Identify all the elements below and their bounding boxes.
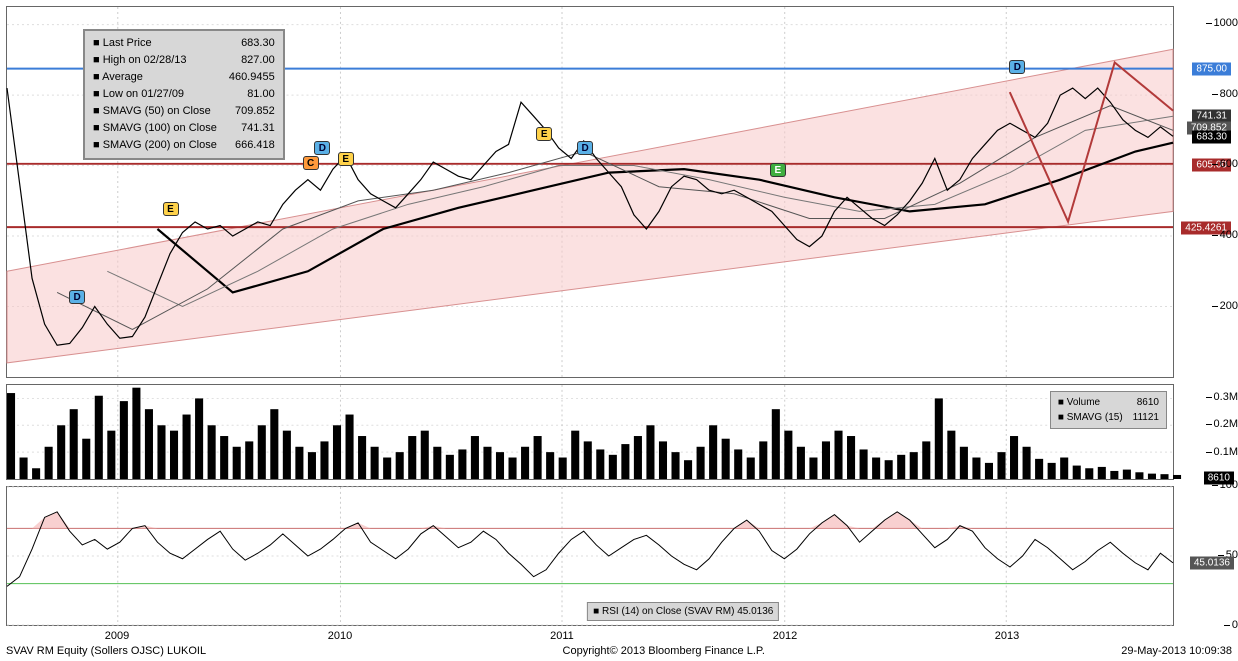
ticker-label: SVAV RM Equity (Sollers OJSC) LUKOIL: [6, 645, 206, 657]
legend-label: SMAVG (15): [1067, 412, 1123, 423]
legend-value: 683.30: [229, 36, 275, 51]
legend-value: 8610: [1125, 396, 1159, 409]
event-marker-D[interactable]: D: [1009, 60, 1025, 74]
legend-value: 741.31: [229, 121, 275, 136]
rsi-overbought-fill: [7, 512, 1173, 529]
price-legend[interactable]: ■ Last Price683.30■ High on 02/28/13827.…: [83, 29, 285, 160]
year-label: 2013: [995, 630, 1019, 642]
rsi-legend[interactable]: ■ RSI (14) on Close (SVAV RM) 45.0136: [587, 602, 779, 621]
rsi-legend-text: RSI (14) on Close (SVAV RM) 45.0136: [602, 606, 773, 617]
event-marker-E[interactable]: E: [536, 127, 552, 141]
rsi-line: [7, 512, 1173, 587]
rsi-y-axis: 05010045.0136: [1176, 486, 1238, 626]
event-marker-E[interactable]: E: [338, 152, 354, 166]
rsi-current-tag: 45.0136: [1190, 556, 1234, 569]
copyright-label: Copyright© 2013 Bloomberg Finance L.P.: [563, 645, 765, 657]
legend-label: Last Price: [103, 37, 152, 49]
footer: SVAV RM Equity (Sollers OJSC) LUKOIL Cop…: [6, 645, 1232, 657]
volume-chart-panel[interactable]: ■ Volume8610■ SMAVG (15)11121: [6, 384, 1174, 480]
event-marker-E[interactable]: E: [163, 202, 179, 216]
event-marker-D[interactable]: D: [577, 141, 593, 155]
legend-value: 81.00: [229, 87, 275, 102]
timestamp-label: 29-May-2013 10:09:38: [1121, 645, 1232, 657]
legend-value: 460.9455: [229, 70, 275, 85]
event-marker-D[interactable]: D: [69, 290, 85, 304]
event-marker-C[interactable]: C: [303, 156, 319, 170]
legend-label: Low on 01/27/09: [103, 88, 184, 100]
price-chart-panel[interactable]: DECDEEDED 875.00605.00425.4261741.31709.…: [6, 6, 1174, 378]
legend-label: Volume: [1067, 397, 1100, 408]
rsi-chart-panel[interactable]: ■ RSI (14) on Close (SVAV RM) 45.0136: [6, 486, 1174, 626]
event-marker-E[interactable]: E: [770, 163, 786, 177]
year-label: 2011: [550, 630, 574, 642]
legend-label: SMAVG (100) on Close: [103, 122, 217, 134]
legend-value: 709.852: [229, 104, 275, 119]
legend-label: High on 02/28/13: [103, 54, 187, 66]
year-label: 2009: [105, 630, 129, 642]
legend-label: SMAVG (50) on Close: [103, 105, 211, 117]
legend-value: 827.00: [229, 53, 275, 68]
price-y-axis: 2004006008001000: [1176, 6, 1238, 378]
year-label: 2012: [773, 630, 797, 642]
year-label: 2010: [328, 630, 352, 642]
volume-legend[interactable]: ■ Volume8610■ SMAVG (15)11121: [1050, 391, 1167, 429]
volume-y-axis: 0.1M0.2M0.3M8610: [1176, 384, 1238, 480]
legend-label: SMAVG (200) on Close: [103, 139, 217, 151]
volume-plot-svg: [7, 385, 1173, 479]
event-marker-D[interactable]: D: [314, 141, 330, 155]
legend-label: Average: [102, 71, 143, 83]
legend-value: 666.418: [229, 138, 275, 153]
legend-value: 11121: [1125, 411, 1159, 424]
